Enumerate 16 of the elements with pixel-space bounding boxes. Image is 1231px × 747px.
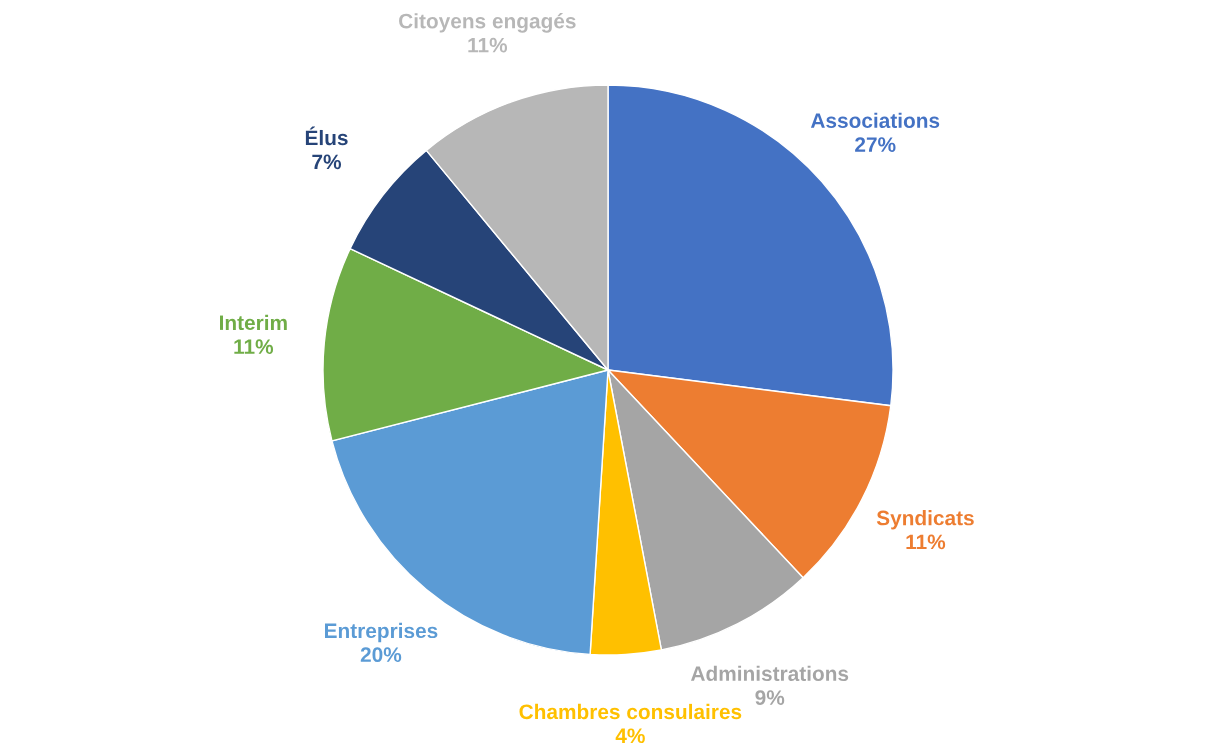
data-label: 7% — [312, 154, 342, 170]
slice-label: Entreprises — [325, 622, 438, 643]
data-label: 20% — [360, 647, 402, 663]
data-label: 9% — [755, 690, 785, 705]
data-label: 27% — [855, 137, 896, 152]
slice-label: Chambres consulaires — [519, 703, 742, 720]
data-label: 11% — [906, 534, 946, 550]
slice-label: Administrations — [690, 665, 849, 682]
data-label: 11% — [468, 37, 508, 53]
slice-label: Interim — [220, 314, 287, 331]
slice-label: Élus — [305, 126, 348, 146]
slice-label: Citoyens engagés — [399, 12, 576, 33]
data-label: 11% — [234, 339, 274, 354]
data-label: 4% — [615, 728, 645, 744]
slice-label: Syndicats — [876, 510, 974, 530]
slice-label: Associations — [810, 112, 940, 129]
